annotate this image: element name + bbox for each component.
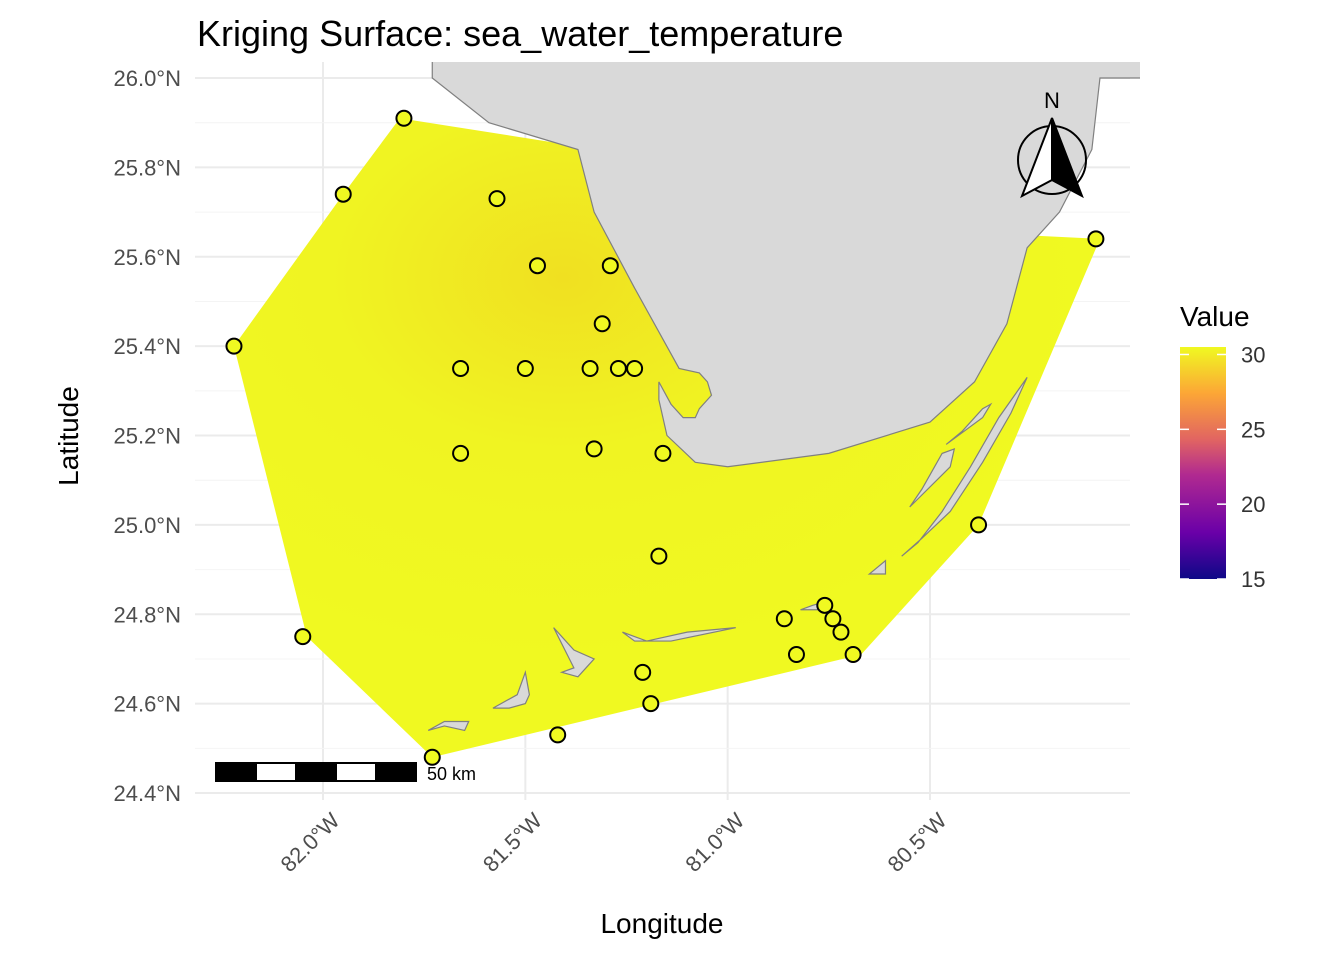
scale-bar-label: 50 km [427,764,476,784]
y-tick-label: 25.0°N [113,513,181,538]
x-tick-label: 81.5°W [478,808,547,877]
sample-point [225,337,243,355]
sample-point [395,109,413,127]
sample-point [970,516,988,534]
scale-bar-segment [255,762,297,782]
sample-point [593,315,611,333]
y-tick-label: 24.6°N [113,692,181,717]
sample-point [654,444,672,462]
sample-point [528,257,546,275]
y-axis-title: Latitude [53,386,84,486]
mainland-florida [431,62,1140,468]
legend-colorbar [1180,347,1226,579]
sample-point [650,547,668,565]
north-arrow-icon: N [1017,88,1087,199]
sample-point [601,257,619,275]
scale-bar-segment [215,762,257,782]
legend-tick-label: 30 [1241,342,1265,367]
island [909,447,956,508]
y-tick-label: 25.6°N [113,245,181,270]
island [622,627,736,642]
legend-tick-label: 15 [1241,567,1265,592]
y-tick-label: 24.4°N [113,781,181,806]
legend: Value 15 20 25 30 [1180,301,1265,592]
y-tick-label: 25.4°N [113,334,181,359]
legend-tick-label: 25 [1241,417,1265,442]
sample-point [549,726,567,744]
sample-point [516,359,534,377]
legend-ticks: 15 20 25 30 [1180,342,1265,592]
island [945,402,993,445]
sample-point [1087,230,1105,248]
island [867,559,887,575]
y-tick-label: 26.0°N [113,66,181,91]
sample-point [642,695,660,713]
sample-point [581,359,599,377]
x-axis-title: Longitude [600,908,723,939]
sample-point [787,645,805,663]
legend-tick-label: 20 [1241,492,1265,517]
y-tick-label: 24.8°N [113,602,181,627]
sample-point [609,359,627,377]
sample-point [423,748,441,766]
island [901,377,1028,557]
y-tick-label: 25.2°N [113,424,181,449]
sample-point [334,185,352,203]
island [492,670,531,709]
island [427,720,470,732]
island [553,627,596,678]
sample-points [225,109,1105,766]
y-tick-label: 25.8°N [113,155,181,180]
x-tick-label: 80.5°W [883,808,952,877]
scale-bar-segment [335,762,377,782]
scale-bar-segment [375,762,417,782]
x-tick-label: 82.0°W [276,808,345,877]
sample-point [294,628,312,646]
sample-point [585,440,603,458]
sample-point [824,610,842,628]
sample-point [452,444,470,462]
sample-point [626,359,644,377]
sample-point [775,610,793,628]
x-tick-label: 81.0°W [680,808,749,877]
sample-point [634,663,652,681]
sample-point [844,645,862,663]
scale-bar: 50 km [215,762,476,784]
legend-title: Value [1180,301,1250,332]
chart-title: Kriging Surface: sea_water_temperature [197,13,843,54]
sample-point [488,190,506,208]
x-axis-ticks: 82.0°W 81.5°W 81.0°W 80.5°W [276,808,952,877]
land-layer [427,62,1140,732]
north-arrow-label: N [1044,88,1060,113]
sample-point [452,359,470,377]
scale-bar-segment [295,762,337,782]
sample-point [832,623,850,641]
y-axis-ticks: 24.4°N 24.6°N 24.8°N 25.0°N 25.2°N 25.4°N 25.6… [113,66,181,806]
sample-point [816,596,834,614]
